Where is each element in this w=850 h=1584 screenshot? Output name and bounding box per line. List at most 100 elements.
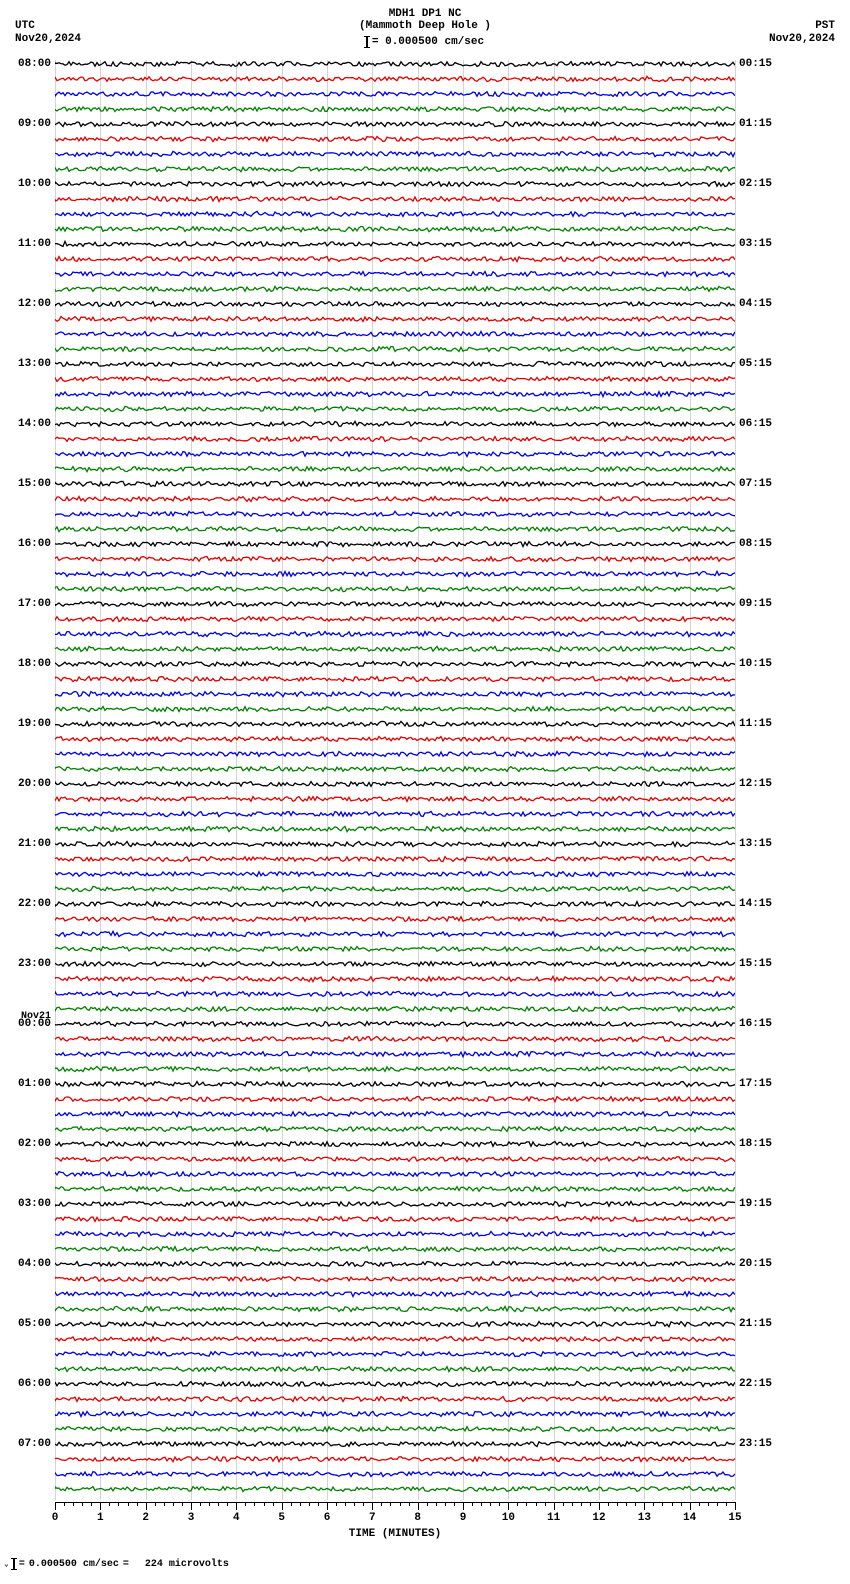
seismic-trace xyxy=(55,1137,735,1151)
x-minor-tick xyxy=(264,1502,265,1506)
seismic-trace xyxy=(55,1182,735,1196)
seismic-trace xyxy=(55,657,735,671)
x-minor-tick xyxy=(699,1502,700,1506)
seismic-trace xyxy=(55,882,735,896)
seismic-trace xyxy=(55,1377,735,1391)
seismic-trace xyxy=(55,1347,735,1361)
seismic-trace xyxy=(55,1332,735,1346)
seismic-trace xyxy=(55,267,735,281)
x-minor-tick xyxy=(291,1502,292,1506)
header-right-tz: PST Nov20,2024 xyxy=(769,20,835,46)
footer-scale-value: 0.000500 cm/sec xyxy=(29,1559,119,1570)
x-minor-tick xyxy=(672,1502,673,1506)
seismic-trace xyxy=(55,1152,735,1166)
seismic-trace xyxy=(55,897,735,911)
seismic-trace xyxy=(55,162,735,176)
x-minor-tick xyxy=(499,1502,500,1506)
utc-time-label: 12:00 xyxy=(18,298,55,310)
x-minor-tick xyxy=(626,1502,627,1506)
x-minor-tick xyxy=(155,1502,156,1506)
pst-time-label: 03:15 xyxy=(735,238,772,250)
x-major-tick xyxy=(599,1502,600,1510)
x-minor-tick xyxy=(128,1502,129,1506)
seismic-trace xyxy=(55,1077,735,1091)
station-code: MDH1 DP1 NC xyxy=(0,8,850,20)
x-major-tick xyxy=(372,1502,373,1510)
x-minor-tick xyxy=(273,1502,274,1506)
x-minor-tick xyxy=(545,1502,546,1506)
x-minor-tick xyxy=(400,1502,401,1506)
seismic-trace xyxy=(55,807,735,821)
scale-bar-icon xyxy=(13,1558,15,1570)
utc-time-label: 10:00 xyxy=(18,178,55,190)
seismic-trace xyxy=(55,462,735,476)
pst-time-label: 19:15 xyxy=(735,1198,772,1210)
x-major-tick xyxy=(554,1502,555,1510)
x-minor-tick xyxy=(590,1502,591,1506)
utc-time-label: 08:00 xyxy=(18,58,55,70)
tz-right: PST xyxy=(769,20,835,33)
x-major-tick xyxy=(236,1502,237,1510)
x-axis-label: TIME (MINUTES) xyxy=(349,1528,441,1540)
seismic-trace xyxy=(55,1407,735,1421)
seismic-trace xyxy=(55,822,735,836)
utc-time-label: 05:00 xyxy=(18,1318,55,1330)
utc-time-label: 07:00 xyxy=(18,1438,55,1450)
x-minor-tick xyxy=(137,1502,138,1506)
seismic-trace xyxy=(55,312,735,326)
x-minor-tick xyxy=(173,1502,174,1506)
x-major-tick xyxy=(55,1502,56,1510)
utc-time-label: 18:00 xyxy=(18,658,55,670)
seismic-trace xyxy=(55,957,735,971)
x-axis-line xyxy=(55,1502,735,1503)
seismic-trace xyxy=(55,477,735,491)
utc-time-label: 02:00 xyxy=(18,1138,55,1150)
x-minor-tick xyxy=(182,1502,183,1506)
seismic-trace xyxy=(55,432,735,446)
x-minor-tick xyxy=(708,1502,709,1506)
x-minor-tick xyxy=(209,1502,210,1506)
seismic-trace xyxy=(55,147,735,161)
x-minor-tick xyxy=(82,1502,83,1506)
seismic-trace xyxy=(55,552,735,566)
seismic-trace xyxy=(55,522,735,536)
seismic-trace xyxy=(55,1092,735,1106)
footer-eq2: = xyxy=(123,1559,129,1570)
seismic-trace xyxy=(55,1272,735,1286)
utc-time-label: 16:00 xyxy=(18,538,55,550)
seismic-trace xyxy=(55,402,735,416)
x-minor-tick xyxy=(481,1502,482,1506)
seismic-trace xyxy=(55,762,735,776)
seismic-trace xyxy=(55,177,735,191)
x-tick-label: 13 xyxy=(638,1512,651,1524)
utc-time-label: 01:00 xyxy=(18,1078,55,1090)
x-minor-tick xyxy=(717,1502,718,1506)
x-major-tick xyxy=(282,1502,283,1510)
x-minor-tick xyxy=(300,1502,301,1506)
x-minor-tick xyxy=(336,1502,337,1506)
seismic-trace xyxy=(55,1242,735,1256)
pst-time-label: 11:15 xyxy=(735,718,772,730)
seismic-trace xyxy=(55,282,735,296)
seismic-trace xyxy=(55,1107,735,1121)
pst-time-label: 04:15 xyxy=(735,298,772,310)
seismic-trace xyxy=(55,72,735,86)
pst-time-label: 06:15 xyxy=(735,418,772,430)
seismic-trace xyxy=(55,132,735,146)
seismic-trace xyxy=(55,687,735,701)
seismic-trace xyxy=(55,987,735,1001)
tz-left: UTC xyxy=(15,20,81,33)
seismic-trace xyxy=(55,342,735,356)
x-tick-label: 11 xyxy=(547,1512,560,1524)
x-minor-tick xyxy=(490,1502,491,1506)
x-minor-tick xyxy=(200,1502,201,1506)
seismic-trace xyxy=(55,627,735,641)
seismic-trace xyxy=(55,1032,735,1046)
utc-time-label: 22:00 xyxy=(18,898,55,910)
seismic-trace xyxy=(55,297,735,311)
seismic-trace xyxy=(55,1227,735,1241)
x-minor-tick xyxy=(73,1502,74,1506)
seismic-trace xyxy=(55,57,735,71)
seismic-trace xyxy=(55,1017,735,1031)
pst-time-label: 00:15 xyxy=(735,58,772,70)
